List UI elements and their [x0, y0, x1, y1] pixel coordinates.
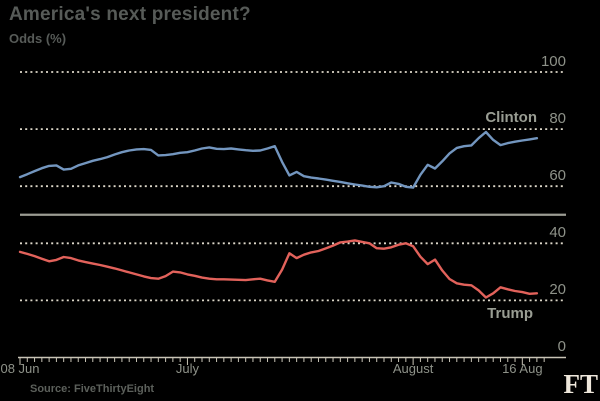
x-axis-label: 08 Jun [0, 361, 40, 376]
series-line-clinton [18, 130, 539, 189]
x-axis-label: 16 Aug [502, 361, 543, 376]
y-axis-label: 20 [549, 280, 566, 298]
series-line-trump [18, 239, 539, 299]
x-axis-label: July [175, 361, 199, 376]
clinton-series-label: Clinton [485, 109, 537, 126]
y-axis-label: 0 [557, 338, 566, 355]
y-axis-title: Odds (%) [9, 31, 67, 46]
source-note: Source: FiveThirtyEight [30, 383, 155, 395]
trump-series-label: Trump [487, 305, 533, 322]
y-axis-label: 100 [540, 52, 566, 70]
page-title: America's next president? [9, 4, 251, 25]
y-axis-label: 80 [549, 109, 566, 127]
ft-logo: FT [563, 369, 598, 399]
y-axis-label: 40 [549, 223, 566, 241]
x-axis-label: August [392, 361, 434, 376]
y-axis-label: 60 [549, 166, 566, 184]
